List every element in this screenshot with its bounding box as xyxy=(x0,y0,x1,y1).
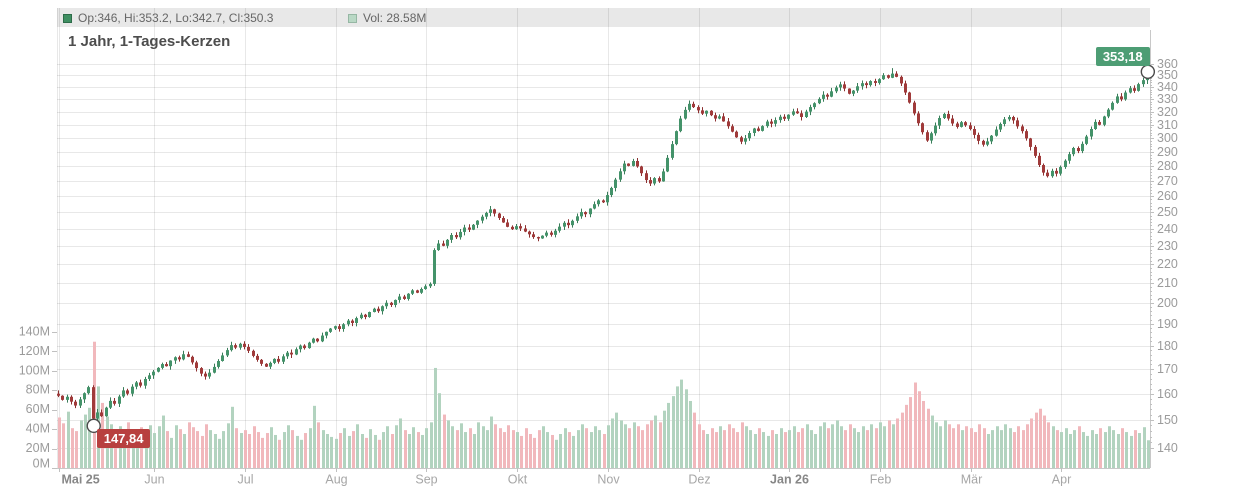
legend-item-volume[interactable]: Vol: 28.58M xyxy=(348,11,426,25)
ohlc-series-swatch-icon xyxy=(63,13,72,23)
last-price-badge: 353,18 xyxy=(1095,46,1150,66)
volume-legend-label: Vol: 28.58M xyxy=(363,11,427,25)
volume-series-swatch-icon xyxy=(348,13,357,23)
ohlc-legend-label: Op:346, Hi:353.2, Lo:342.7, Cl:350.3 xyxy=(78,11,274,25)
low-price-badge: 147,84 xyxy=(96,428,151,448)
legend-item-ohlc[interactable]: Op:346, Hi:353.2, Lo:342.7, Cl:350.3 xyxy=(63,11,273,25)
chart-title: 1 Jahr, 1-Tages-Kerzen xyxy=(68,33,231,50)
